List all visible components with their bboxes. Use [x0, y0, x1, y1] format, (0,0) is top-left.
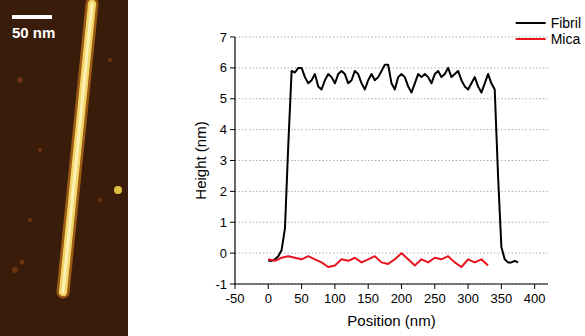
afm-speck — [38, 148, 42, 152]
afm-speck — [12, 267, 18, 273]
grid-line — [235, 67, 548, 68]
y-tick-label: 0 — [220, 246, 227, 261]
grid-line — [235, 37, 548, 38]
y-tick — [230, 67, 235, 68]
series-line — [268, 253, 488, 267]
y-tick-label: 6 — [220, 60, 227, 75]
series-line — [268, 65, 518, 263]
grid-line — [235, 191, 548, 192]
y-tick — [230, 284, 235, 285]
legend: FibrilMica — [516, 15, 581, 47]
y-tick — [230, 191, 235, 192]
legend-swatch — [516, 22, 546, 24]
chart: -1 0 1 2 3 4 5 6 7 -50 0 50 100 150 200 250 300 350 400 Pos… — [192, 15, 581, 329]
y-tick — [230, 253, 235, 254]
x-tick — [301, 284, 302, 289]
x-tick-label: 100 — [324, 291, 346, 306]
grid-line — [235, 129, 548, 130]
x-tick — [368, 284, 369, 289]
x-tick — [401, 284, 402, 289]
afm-image: 50 nm — [0, 0, 128, 336]
x-tick — [434, 284, 435, 289]
y-tick — [230, 160, 235, 161]
y-tick-label: 3 — [220, 153, 227, 168]
x-tick-label: 300 — [457, 291, 479, 306]
legend-swatch — [516, 38, 546, 40]
x-tick-label: 400 — [524, 291, 546, 306]
x-tick-label: 50 — [294, 291, 308, 306]
afm-speck — [28, 218, 32, 222]
y-tick-label: 2 — [220, 184, 227, 199]
fibril-halo — [63, 4, 92, 292]
afm-speck — [98, 198, 102, 202]
afm-speck — [20, 260, 25, 265]
x-tick-label: 0 — [265, 291, 272, 306]
y-tick-label: 5 — [220, 91, 227, 106]
y-tick — [230, 37, 235, 38]
x-tick — [268, 284, 269, 289]
y-tick — [230, 129, 235, 130]
scale-bar — [12, 15, 52, 19]
y-tick-label: 1 — [220, 215, 227, 230]
y-axis-title: Height (nm) — [192, 121, 209, 199]
grid-line — [235, 160, 548, 161]
afm-speck — [17, 77, 23, 83]
afm-background — [0, 0, 128, 336]
legend-label: Fibril — [551, 15, 581, 31]
y-tick-label: 4 — [220, 122, 227, 137]
x-tick-label: 350 — [491, 291, 513, 306]
afm-speck — [108, 58, 112, 62]
fibril-core — [63, 4, 92, 292]
fibril — [63, 4, 92, 292]
legend-label: Mica — [551, 31, 581, 47]
x-tick — [235, 284, 236, 289]
plot-area — [268, 65, 518, 267]
x-tick-label: -50 — [226, 291, 245, 306]
x-tick — [501, 284, 502, 289]
y-tick-label: -1 — [215, 277, 227, 292]
x-tick — [534, 284, 535, 289]
y-tick — [230, 222, 235, 223]
x-tick-label: 200 — [391, 291, 413, 306]
scale-bar-label: 50 nm — [12, 24, 55, 41]
grid-line — [235, 98, 548, 99]
grid-line — [235, 253, 548, 254]
x-tick — [468, 284, 469, 289]
x-axis-title: Position (nm) — [347, 312, 435, 329]
x-tick-label: 150 — [357, 291, 379, 306]
y-tick-label: 7 — [220, 30, 227, 45]
y-tick — [230, 98, 235, 99]
figure: 50 nm -1 0 1 2 3 4 5 6 7 -50 0 50 100 150 200 250 300 350 4… — [0, 0, 585, 336]
x-tick-label: 250 — [424, 291, 446, 306]
x-tick — [334, 284, 335, 289]
afm-speck — [114, 186, 122, 194]
